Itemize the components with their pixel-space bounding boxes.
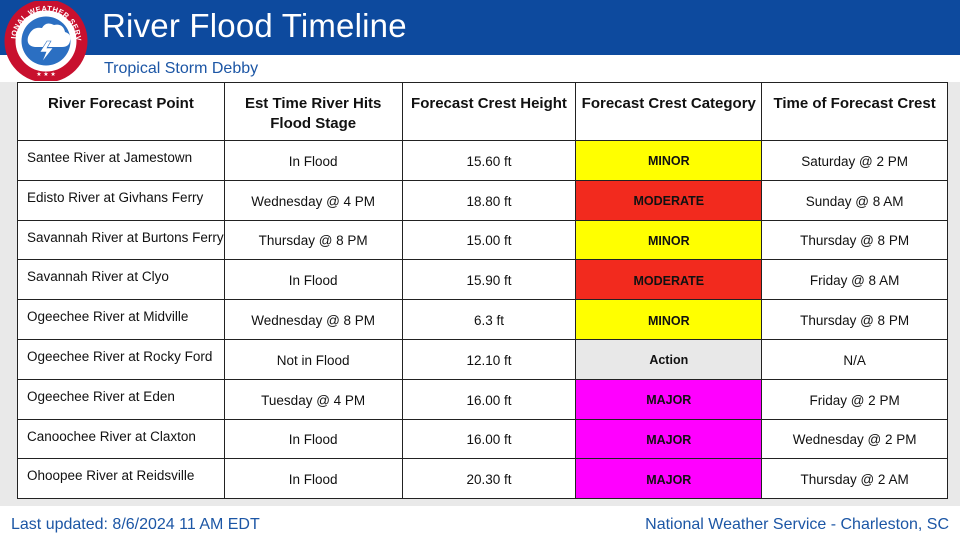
table-row: Ogeechee River at Midville Wednesday @ 8… [17, 299, 948, 340]
crest-category-cell: MINOR [575, 299, 763, 340]
forecast-point-cell: Ogeechee River at Eden [17, 378, 225, 420]
crest-time-cell: Thursday @ 8 PM [761, 219, 948, 261]
crest-height-cell: 15.00 ft [401, 219, 577, 261]
crest-height-cell: 15.90 ft [401, 259, 577, 301]
column-header: Est Time River Hits Flood Stage [223, 82, 403, 141]
column-header: Forecast Crest Height [401, 82, 577, 141]
crest-category-cell: MODERATE [575, 259, 763, 301]
subtitle: Tropical Storm Debby [104, 60, 259, 77]
table-row: Canoochee River at Claxton In Flood 16.0… [17, 418, 948, 460]
flood-time-cell: Thursday @ 8 PM [223, 219, 403, 261]
last-updated-text: Last updated: 8/6/2024 11 AM EDT [11, 516, 260, 533]
table-row: Ohoopee River at Reidsville In Flood 20.… [17, 458, 948, 500]
column-header: Forecast Crest Category [575, 82, 763, 141]
table-header-row: River Forecast Point Est Time River Hits… [17, 82, 948, 141]
footer [0, 506, 960, 538]
forecast-point-cell: Ogeechee River at Midville [17, 299, 225, 340]
crest-height-cell: 12.10 ft [401, 338, 577, 380]
crest-height-cell: 15.60 ft [401, 140, 577, 181]
table-row: Santee River at Jamestown In Flood 15.60… [17, 140, 948, 181]
crest-category-cell: MAJOR [575, 378, 763, 420]
page-title: River Flood Timeline [102, 7, 407, 44]
flood-time-cell: In Flood [223, 140, 403, 181]
crest-height-cell: 16.00 ft [401, 418, 577, 460]
header-banner [0, 0, 960, 55]
flood-time-cell: In Flood [223, 418, 403, 460]
column-header: River Forecast Point [17, 82, 225, 141]
forecast-point-cell: Savannah River at Burtons Ferry [17, 219, 225, 261]
forecast-point-cell: Ohoopee River at Reidsville [17, 458, 225, 500]
forecast-point-cell: Ogeechee River at Rocky Ford [17, 338, 225, 380]
column-header: Time of Forecast Crest [761, 82, 948, 141]
crest-time-cell: Saturday @ 2 PM [761, 140, 948, 181]
crest-height-cell: 18.80 ft [401, 179, 577, 221]
table-row: Ogeechee River at Eden Tuesday @ 4 PM 16… [17, 378, 948, 420]
crest-time-cell: Thursday @ 2 AM [761, 458, 948, 500]
forecast-point-cell: Santee River at Jamestown [17, 140, 225, 181]
crest-height-cell: 20.30 ft [401, 458, 577, 500]
crest-category-cell: MAJOR [575, 458, 763, 500]
crest-height-cell: 16.00 ft [401, 378, 577, 420]
forecast-point-cell: Canoochee River at Claxton [17, 418, 225, 460]
table-row: Ogeechee River at Rocky Ford Not in Floo… [17, 338, 948, 380]
flood-table: River Forecast Point Est Time River Hits… [17, 82, 948, 500]
crest-time-cell: Sunday @ 8 AM [761, 179, 948, 221]
crest-time-cell: Wednesday @ 2 PM [761, 418, 948, 460]
table-row: Savannah River at Clyo In Flood 15.90 ft… [17, 259, 948, 301]
subheader [0, 55, 960, 82]
svg-text:★ ★ ★: ★ ★ ★ [36, 71, 55, 78]
flood-time-cell: In Flood [223, 259, 403, 301]
nws-logo-icon: NATIONAL WEATHER SERVICE ★ ★ ★ [4, 1, 88, 81]
crest-time-cell: Friday @ 2 PM [761, 378, 948, 420]
crest-time-cell: Thursday @ 8 PM [761, 299, 948, 340]
flood-time-cell: Tuesday @ 4 PM [223, 378, 403, 420]
table-row: Savannah River at Burtons Ferry Thursday… [17, 219, 948, 261]
forecast-point-cell: Savannah River at Clyo [17, 259, 225, 301]
flood-time-cell: In Flood [223, 458, 403, 500]
crest-time-cell: N/A [761, 338, 948, 380]
crest-category-cell: MODERATE [575, 179, 763, 221]
flood-time-cell: Not in Flood [223, 338, 403, 380]
table-row: Edisto River at Givhans Ferry Wednesday … [17, 179, 948, 221]
flood-table-body: Santee River at Jamestown In Flood 15.60… [17, 140, 948, 500]
flood-time-cell: Wednesday @ 8 PM [223, 299, 403, 340]
crest-time-cell: Friday @ 8 AM [761, 259, 948, 301]
crest-category-cell: Action [575, 338, 763, 380]
crest-category-cell: MAJOR [575, 418, 763, 460]
crest-category-cell: MINOR [575, 140, 763, 181]
crest-category-cell: MINOR [575, 219, 763, 261]
forecast-point-cell: Edisto River at Givhans Ferry [17, 179, 225, 221]
crest-height-cell: 6.3 ft [401, 299, 577, 340]
flood-time-cell: Wednesday @ 4 PM [223, 179, 403, 221]
office-name-text: National Weather Service - Charleston, S… [645, 516, 949, 533]
